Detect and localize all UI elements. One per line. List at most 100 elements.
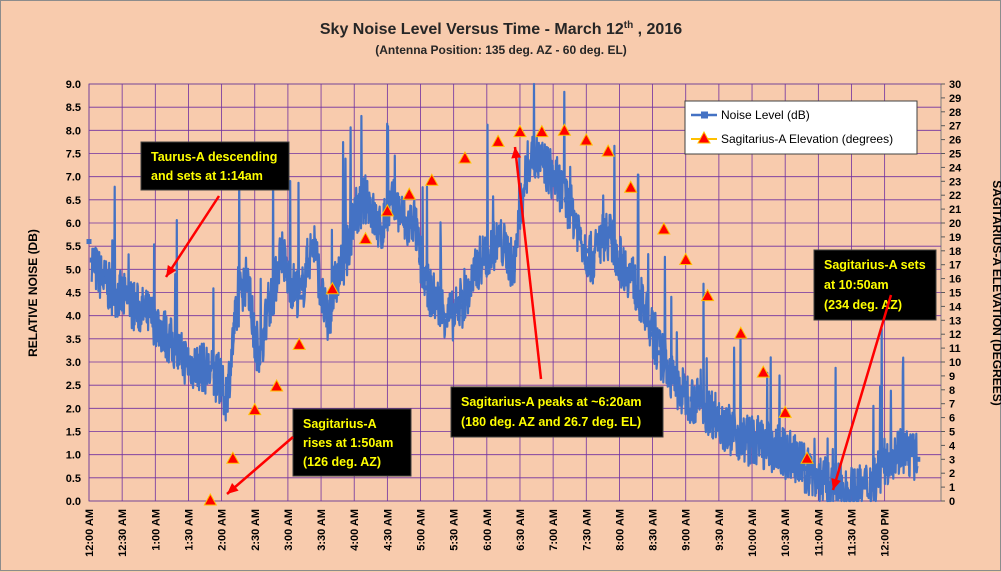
- noise-level-marker: [776, 447, 782, 453]
- noise-level-marker: [285, 276, 291, 282]
- noise-level-marker: [848, 489, 854, 495]
- x-tick-label: 4:30 AM: [382, 509, 394, 551]
- x-tick-label: 9:00 AM: [681, 509, 693, 551]
- x-tick-label: 6:30 AM: [515, 509, 527, 551]
- noise-level-marker: [172, 345, 178, 351]
- y2-tick-label: 22: [949, 190, 961, 202]
- x-tick-label: 8:00 AM: [614, 509, 626, 551]
- y2-tick-label: 19: [949, 232, 961, 244]
- y2-tick-label: 9: [949, 371, 955, 383]
- y-tick-label: 8.0: [66, 125, 81, 137]
- y2-tick-label: 26: [949, 135, 961, 147]
- gridlines: [88, 83, 941, 502]
- y-tick-label: 0.0: [66, 496, 81, 508]
- sagitarius-elevation-point: [800, 451, 814, 464]
- annotation-text: and sets at 1:14am: [151, 169, 263, 183]
- x-tick-label: 8:30 AM: [648, 509, 660, 551]
- noise-level-marker: [882, 461, 888, 467]
- x-tick-label: 7:00 AM: [548, 509, 560, 551]
- sagitarius-elevation-point: [678, 252, 693, 266]
- noise-level-marker: [842, 489, 848, 495]
- noise-level-marker: [159, 327, 165, 333]
- noise-level-marker: [99, 276, 105, 282]
- noise-level-marker: [490, 243, 496, 249]
- annotation-box: [140, 141, 290, 191]
- noise-level-marker: [809, 470, 815, 476]
- noise-level-marker: [179, 354, 185, 360]
- y2-tick-label: 3: [949, 454, 955, 466]
- noise-level-marker: [358, 206, 364, 212]
- x-tick-label: 5:30 AM: [449, 509, 461, 551]
- y2-tick-label: 10: [949, 357, 961, 369]
- noise-level-marker: [663, 359, 669, 365]
- noise-level-marker: [89, 257, 95, 263]
- noise-level-marker: [557, 183, 563, 189]
- noise-level-marker: [703, 405, 709, 411]
- sagitarius-elevation-point: [491, 134, 505, 147]
- noise-level-marker: [185, 359, 191, 365]
- y-axis-label: RELATIVE NOISE (DB): [26, 229, 40, 357]
- noise-level-marker: [252, 340, 258, 346]
- x-axis: 12:00 AM 12:30 AM 1:00 AM 1:30 AM 2:00 AM 2:3…: [84, 509, 892, 557]
- noise-level-marker: [643, 313, 649, 319]
- noise-level-marker: [477, 257, 483, 263]
- y-tick-label: 6.0: [66, 218, 81, 230]
- noise-level-marker: [272, 285, 278, 291]
- noise-level-line: [90, 82, 919, 503]
- sagitarius-elevation-point: [292, 337, 307, 350]
- noise-level-marker: [192, 364, 198, 370]
- legend-sag-label: Sagitarius-A Elevation (degrees): [721, 132, 893, 146]
- y2-tick-label: 21: [949, 204, 961, 216]
- x-tick-label: 1:00 AM: [150, 509, 162, 551]
- sagitarius-elevation-point: [458, 151, 472, 164]
- noise-level-marker: [683, 391, 689, 397]
- noise-level-marker: [258, 345, 264, 351]
- annotations: Taurus-A descending and sets at 1:14am Sag…: [140, 141, 937, 495]
- x-tick-label: 1:30 AM: [183, 509, 195, 551]
- noise-level-marker: [815, 475, 821, 481]
- noise-level-marker: [610, 239, 616, 245]
- sagitarius-elevation-point: [700, 288, 715, 302]
- y2-axis-label: SAGITARIUS-A ELEVATION (DEGREES): [990, 180, 1001, 406]
- noise-level-marker: [106, 285, 112, 291]
- noise-level-marker: [199, 364, 205, 370]
- y-tick-label: 2.5: [66, 380, 81, 392]
- annotation-text: rises at 1:50am: [303, 436, 393, 450]
- y2-tick-label: 20: [949, 218, 961, 230]
- sagitarius-elevation-point: [756, 365, 771, 378]
- legend-box: [684, 100, 918, 155]
- y2-tick-label: 15: [949, 288, 961, 300]
- y-tick-label: 7.5: [66, 149, 81, 161]
- noise-level-marker: [908, 452, 914, 458]
- noise-level-marker: [749, 438, 755, 444]
- y-tick-label: 3.5: [66, 334, 81, 346]
- noise-level-marker: [292, 285, 298, 291]
- y-tick-label: 4.5: [66, 288, 81, 300]
- noise-level-marker: [222, 396, 228, 402]
- x-tick-label: 12:30 AM: [117, 509, 129, 557]
- y2-tick-label: 27: [949, 121, 961, 133]
- y2-tick-label: 12: [949, 329, 961, 341]
- annotation-arrowhead: [831, 478, 841, 490]
- noise-level-marker: [689, 396, 695, 402]
- noise-level-marker: [411, 215, 417, 221]
- annotation-arrow: [164, 195, 221, 278]
- y2-tick-label: 13: [949, 315, 961, 327]
- annotation-text: at 10:50am: [824, 278, 889, 292]
- annotation-text: (180 deg. AZ and 26.7 deg. EL): [461, 415, 641, 429]
- noise-level-marker: [93, 266, 99, 272]
- noise-level-marker: [855, 489, 861, 495]
- noise-level-marker: [504, 248, 510, 254]
- noise-level-marker: [497, 239, 503, 245]
- noise-level-marker: [696, 401, 702, 407]
- noise-level-marker: [278, 243, 284, 249]
- sagitarius-elevation-point: [657, 221, 671, 235]
- noise-level-marker: [265, 303, 271, 309]
- noise-level-marker: [305, 257, 311, 263]
- y2-tick-label: 11: [949, 343, 961, 355]
- noise-level-marker: [391, 201, 397, 207]
- noise-level-marker: [616, 257, 622, 263]
- annotation-arrow: [831, 294, 893, 491]
